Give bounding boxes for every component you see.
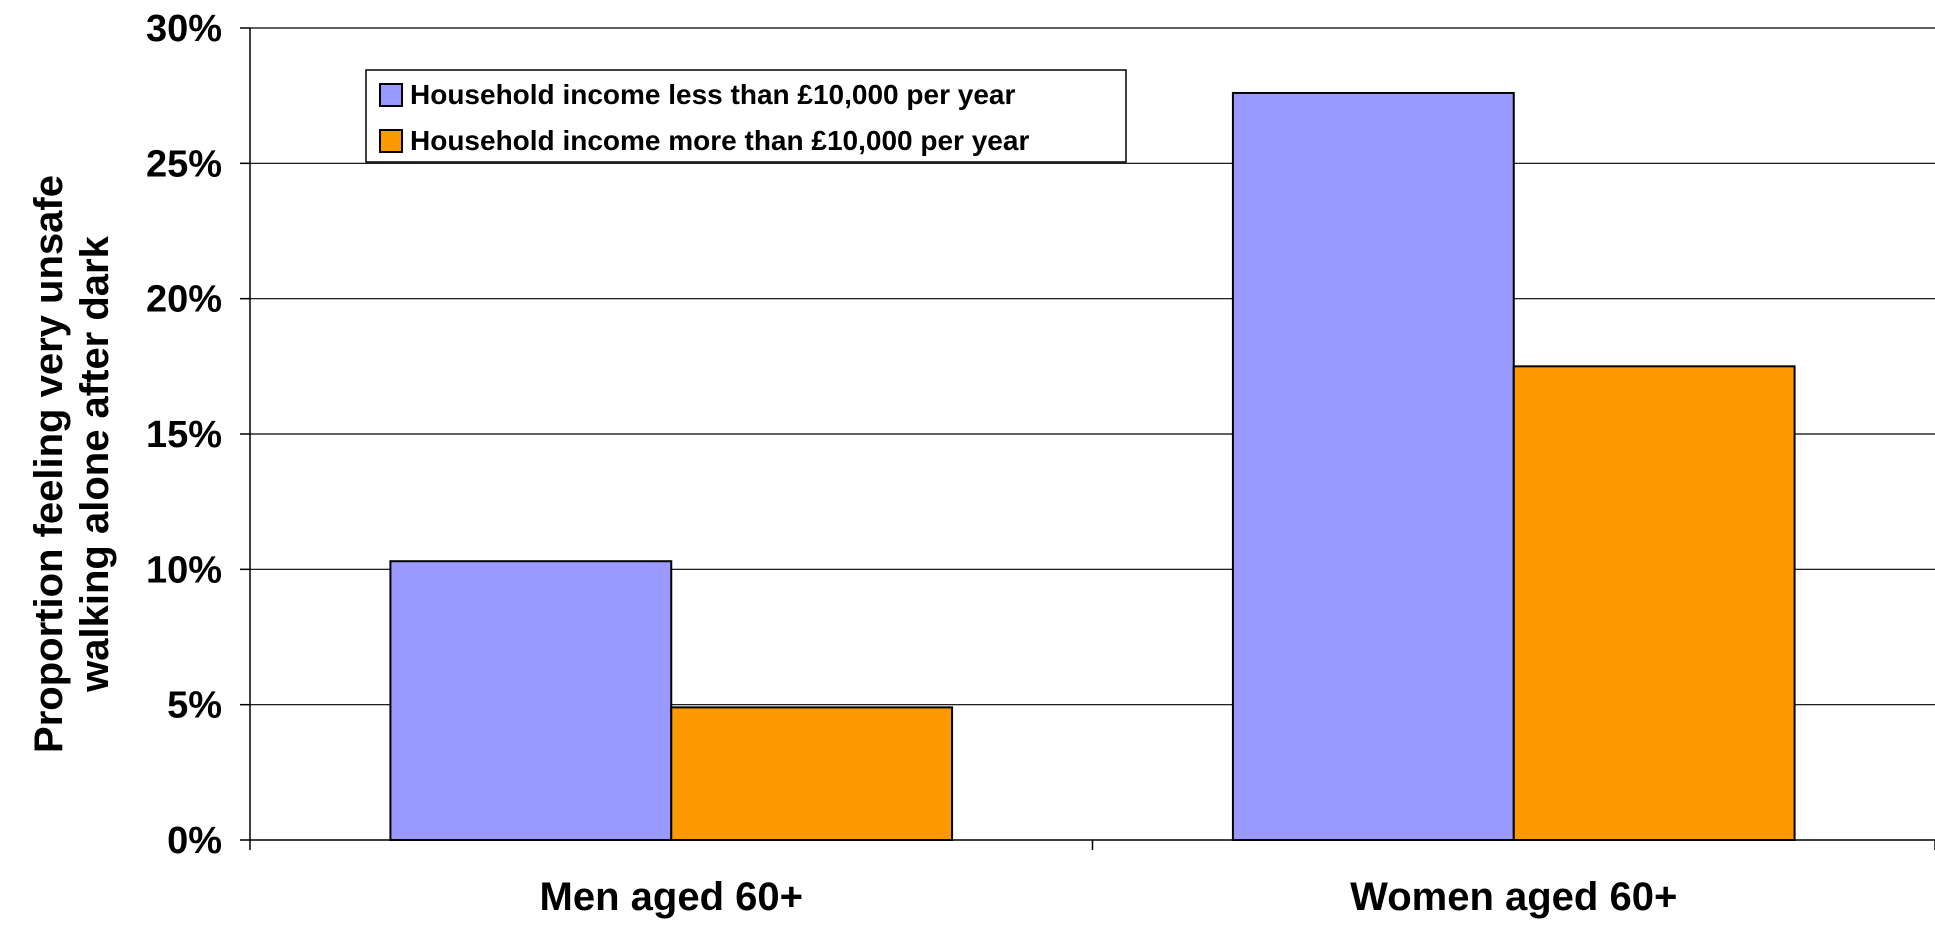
y-axis-label-line: walking alone after dark [73, 235, 117, 692]
axes [240, 27, 1935, 850]
x-category-label: Men aged 60+ [540, 875, 803, 919]
y-tick-label: 25% [146, 143, 222, 185]
legend-entry: Household income more than £10,000 per y… [410, 125, 1029, 156]
y-tick-label: 10% [146, 549, 222, 591]
legend-swatch [379, 129, 403, 153]
legend-swatch [379, 83, 403, 107]
bar-high-income-women [1512, 365, 1796, 841]
x-category-labels: Men aged 60+ Women aged 60+ [540, 875, 1678, 919]
y-tick-labels: 0% 5% 10% 15% 20% 25% 30% [146, 8, 222, 862]
y-tick-label: 5% [167, 685, 222, 727]
y-axis-label: Proportion feeling very unsafe walking al… [27, 175, 117, 753]
y-tick-label: 20% [146, 279, 222, 321]
bars [389, 91, 1796, 842]
y-axis-title: Proportion feeling very unsafe walking al… [27, 175, 117, 753]
legend-entry: Household income less than £10,000 per y… [410, 79, 1015, 110]
legend-box [365, 69, 1127, 163]
bar-low-income-men [389, 560, 673, 841]
x-category-label: Women aged 60+ [1350, 875, 1677, 919]
y-tick-label: 15% [146, 414, 222, 456]
y-axis-label-line: Proportion feeling very unsafe [27, 175, 71, 753]
y-tick-label: 0% [167, 820, 222, 862]
y-tick-label: 30% [146, 8, 222, 50]
bar-low-income-women [1231, 91, 1515, 841]
legend: Household income less than £10,000 per y… [365, 69, 1127, 163]
bar-high-income-men [670, 706, 954, 842]
